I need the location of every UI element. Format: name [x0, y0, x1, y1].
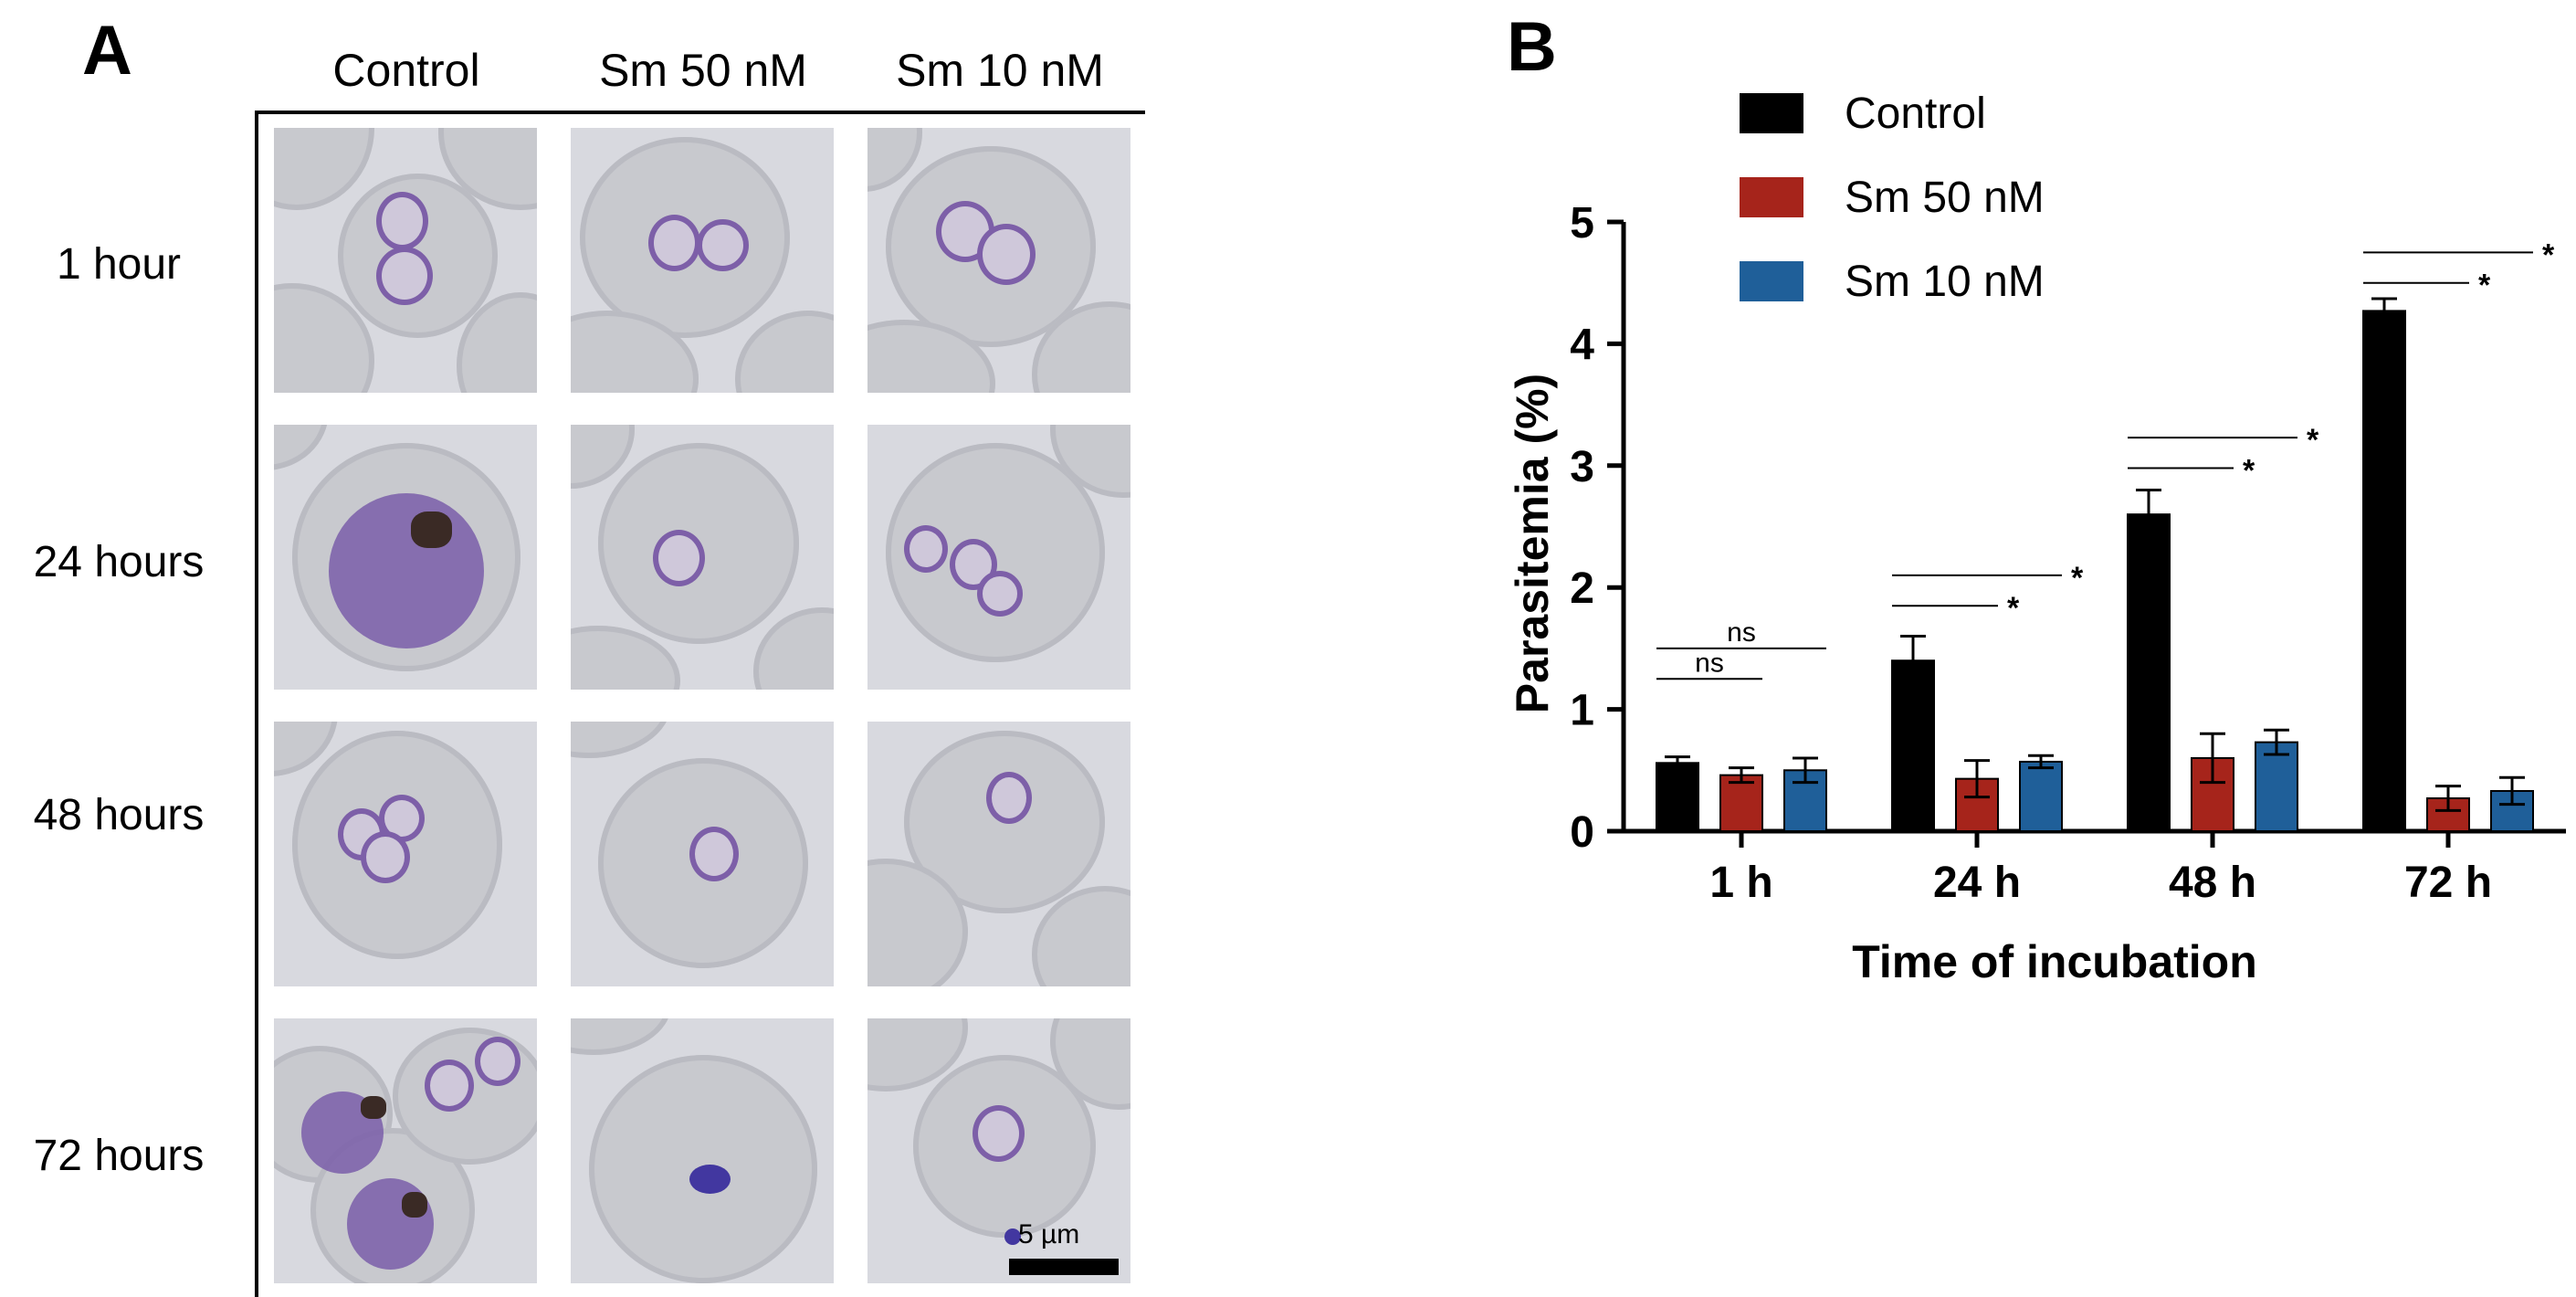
bar-sm-10-nm [2255, 741, 2298, 832]
micrograph-sm50-48h [571, 722, 834, 986]
scale-bar [1009, 1259, 1119, 1275]
scale-bar-label: 5 µm [1018, 1219, 1080, 1250]
panel-a-left-border [255, 111, 258, 1297]
bar-control [2127, 513, 2171, 832]
significance-label: ns [1695, 648, 1724, 678]
column-header-sm-10nm: Sm 10 nM [896, 45, 1104, 96]
chart-bars [1656, 297, 2534, 833]
micrograph-control-72h [274, 1018, 537, 1283]
panel-b-letter: B [1507, 8, 1557, 86]
significance-label: * [2307, 423, 2319, 458]
chart-axes: 0 1 2 3 4 5 1 h 24 h 48 h 72 h [1570, 199, 2566, 907]
micrograph-sm50-72h [571, 1018, 834, 1283]
y-tick-label: 2 [1570, 564, 1594, 613]
chart-legend: Control Sm 50 nM Sm 10 nM [1740, 90, 2045, 306]
row-label-72-hours: 72 hours [33, 1132, 205, 1180]
y-tick-label: 3 [1570, 443, 1594, 491]
legend-entry: Control [1845, 90, 1986, 138]
bar-control [1656, 762, 1699, 833]
significance-label: * [2478, 269, 2491, 303]
panel-a-top-border [255, 111, 1145, 114]
row-label-24-hours: 24 hours [33, 538, 205, 586]
legend-entry: Sm 50 nM [1845, 174, 2045, 222]
y-axis-label: Parasitemia (%) [1507, 374, 1558, 713]
legend-swatch [1740, 177, 1803, 217]
micrograph-control-24h [274, 425, 537, 690]
legend-swatch [1740, 93, 1803, 133]
y-tick-label: 1 [1570, 687, 1594, 735]
legend-swatch [1740, 261, 1803, 301]
y-tick-label: 0 [1570, 808, 1594, 857]
micrograph-sm50-1h [571, 128, 834, 393]
micrograph-sm10-72h [867, 1018, 1130, 1283]
column-header-sm-50nm: Sm 50 nM [599, 45, 807, 96]
bar-control [2362, 310, 2406, 832]
column-header-control: Control [332, 45, 480, 96]
micrograph-sm10-24h [867, 425, 1130, 690]
row-label-48-hours: 48 hours [33, 791, 205, 839]
x-tick-label: 48 h [2169, 859, 2256, 907]
row-label-1-hour: 1 hour [56, 240, 182, 289]
significance-label: * [2071, 561, 2084, 596]
micrograph-sm50-24h [571, 425, 834, 690]
significance-label: * [2542, 237, 2555, 272]
parasitemia-bar-chart: Control Sm 50 nM Sm 10 nM 0 1 2 3 4 5 1 h 24 h 48 … [1507, 90, 2566, 987]
x-tick-label: 72 h [2404, 859, 2492, 907]
y-tick-label: 4 [1570, 321, 1594, 369]
x-tick-label: 1 h [1709, 859, 1772, 907]
x-tick-label: 24 h [1933, 859, 2021, 907]
panel-a-letter: A [82, 12, 132, 90]
micrograph-control-48h [274, 722, 537, 986]
significance-label: * [2243, 453, 2255, 488]
micrograph-sm10-48h [867, 722, 1130, 986]
micrograph-sm10-1h [867, 128, 1130, 393]
x-axis-label: Time of incubation [1852, 936, 2257, 987]
legend-entry: Sm 10 nM [1845, 258, 2045, 306]
significance-label: ns [1727, 617, 1756, 648]
bar-sm-50-nm [1719, 774, 1763, 832]
bar-sm-10-nm [2019, 760, 2063, 832]
micrograph-control-1h [274, 128, 537, 393]
y-tick-label: 5 [1570, 199, 1594, 248]
significance-label: * [2007, 591, 2020, 626]
